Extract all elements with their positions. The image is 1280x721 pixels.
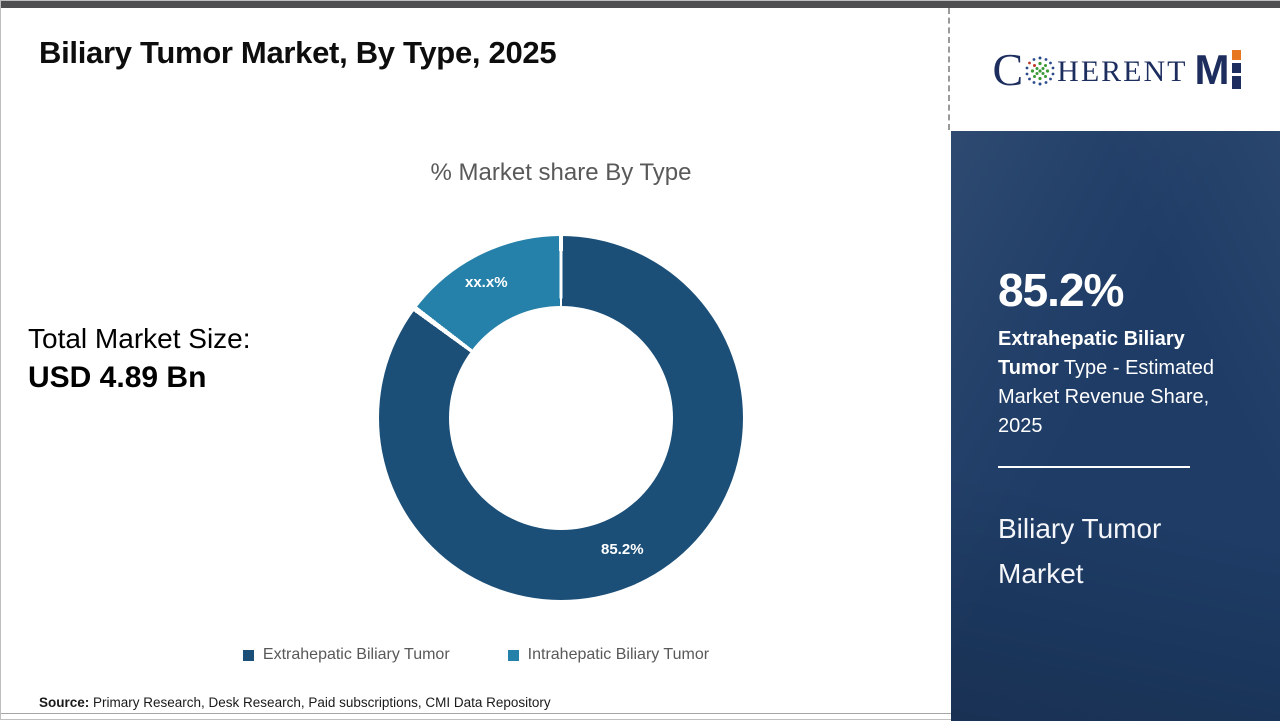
logo-i-seg <box>1231 62 1241 73</box>
logo-i-dot <box>1231 49 1241 60</box>
slice-label-extrahepatic: 85.2% <box>601 541 644 558</box>
legend-item-intrahepatic: Intrahepatic Biliary Tumor <box>507 646 710 664</box>
footer-divider <box>1 713 951 714</box>
logo-panel: C HERENT M <box>952 8 1280 131</box>
legend-label-extrahepatic: Extrahepatic Biliary Tumor <box>262 646 450 663</box>
source-line: Source: Primary Research, Desk Research,… <box>39 695 551 710</box>
slice-label-intrahepatic: xx.x% <box>465 274 508 291</box>
logo-letter-m: M <box>1194 45 1230 93</box>
logo-letter-i <box>1231 49 1241 89</box>
total-market-size-value: USD 4.89 Bn <box>28 361 207 394</box>
legend-swatch-intrahepatic <box>507 649 519 661</box>
chart-legend: Extrahepatic Biliary Tumor Intrahepatic … <box>1 646 951 664</box>
market-name: Biliary Tumor Market <box>998 513 1162 589</box>
logo-letter-c: C <box>992 43 1024 95</box>
share-description-bold: Extrahepatic Biliary Tumor <box>998 328 1185 379</box>
legend-label-intrahepatic: Intrahepatic Biliary Tumor <box>527 646 710 663</box>
globe-icon <box>1025 56 1055 85</box>
top-accent-bar <box>1 1 1280 8</box>
dashed-divider <box>948 8 950 130</box>
sidebar-divider <box>998 466 1190 468</box>
donut-chart: 85.2% xx.x% <box>379 236 743 600</box>
donut-ring <box>379 236 743 600</box>
total-market-size-label: Total Market Size: <box>28 323 251 354</box>
legend-item-extrahepatic: Extrahepatic Biliary Tumor <box>242 646 450 664</box>
chart-title: % Market share By Type <box>430 159 692 186</box>
logo-i-seg <box>1231 75 1241 89</box>
source-label: Source: <box>39 695 90 710</box>
legend-swatch-extrahepatic <box>242 649 254 661</box>
page-title: Biliary Tumor Market, By Type, 2025 <box>39 35 557 70</box>
highlight-sidebar: 85.2% Extrahepatic Biliary Tumor Type - … <box>951 131 1280 721</box>
sidebar-content: 85.2% Extrahepatic Biliary Tumor Type - … <box>951 131 1280 596</box>
total-market-size: Total Market Size: USD 4.89 Bn <box>28 323 251 395</box>
share-description: Extrahepatic Biliary Tumor Type - Estima… <box>998 325 1238 441</box>
logo-letters-herent: HERENT <box>1057 54 1188 88</box>
coherentmi-logo: C HERENT M <box>992 43 1241 95</box>
source-text: Primary Research, Desk Research, Paid su… <box>89 695 551 710</box>
share-description-rest: Type - Estimated Market Revenue Share, 2… <box>998 357 1214 437</box>
share-value: 85.2% <box>998 264 1124 316</box>
